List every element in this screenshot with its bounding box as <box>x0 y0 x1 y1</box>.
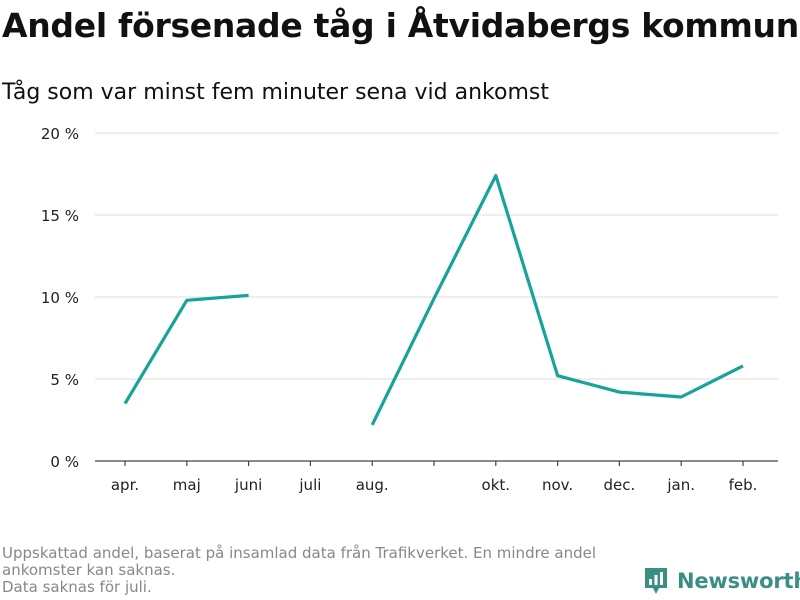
y-tick-label: 0 % <box>50 453 79 471</box>
series-line-segment <box>370 174 744 426</box>
brand-name: Newsworthy <box>677 569 800 593</box>
y-tick-label: 5 % <box>50 371 79 389</box>
series-lines <box>123 174 744 426</box>
x-tick-label: feb. <box>729 476 758 494</box>
x-tick-label: juni <box>234 476 262 494</box>
footnote-method: Uppskattad andel, baserat på insamlad da… <box>2 544 597 579</box>
x-tick-label: juli <box>298 476 321 494</box>
footnote: Uppskattad andel, baserat på insamlad da… <box>2 545 632 596</box>
newsworthy-logo-icon <box>645 568 667 594</box>
chart-title: Andel försenade tåg i Åtvidabergs kommun <box>2 6 799 45</box>
chart-subtitle: Tåg som var minst fem minuter sena vid a… <box>2 80 549 105</box>
x-tick-label: nov. <box>542 476 573 494</box>
x-tick-label: dec. <box>604 476 636 494</box>
x-axis: apr. maj juni juli aug. okt. nov. dec. jan. feb. <box>95 460 778 494</box>
line-chart: 0 % 5 % 10 % 15 % 20 % apr. maj juni juli aug. ok… <box>41 125 778 494</box>
y-tick-label: 20 % <box>41 125 79 143</box>
x-tick-label: maj <box>173 476 201 494</box>
brand-logo[interactable]: Newsworthy <box>643 566 800 596</box>
x-tick-label: okt. <box>482 476 511 494</box>
y-tick-label: 10 % <box>41 289 79 307</box>
footnote-missing-data: Data saknas för juli. <box>2 578 152 596</box>
series-line-segment <box>123 293 249 405</box>
y-tick-label: 15 % <box>41 207 79 225</box>
y-axis-ticks: 0 % 5 % 10 % 15 % 20 % <box>41 125 79 471</box>
x-tick-label: apr. <box>111 476 139 494</box>
grid-lines <box>95 132 778 380</box>
x-tick-label: jan. <box>666 476 695 494</box>
x-tick-label: aug. <box>356 476 389 494</box>
